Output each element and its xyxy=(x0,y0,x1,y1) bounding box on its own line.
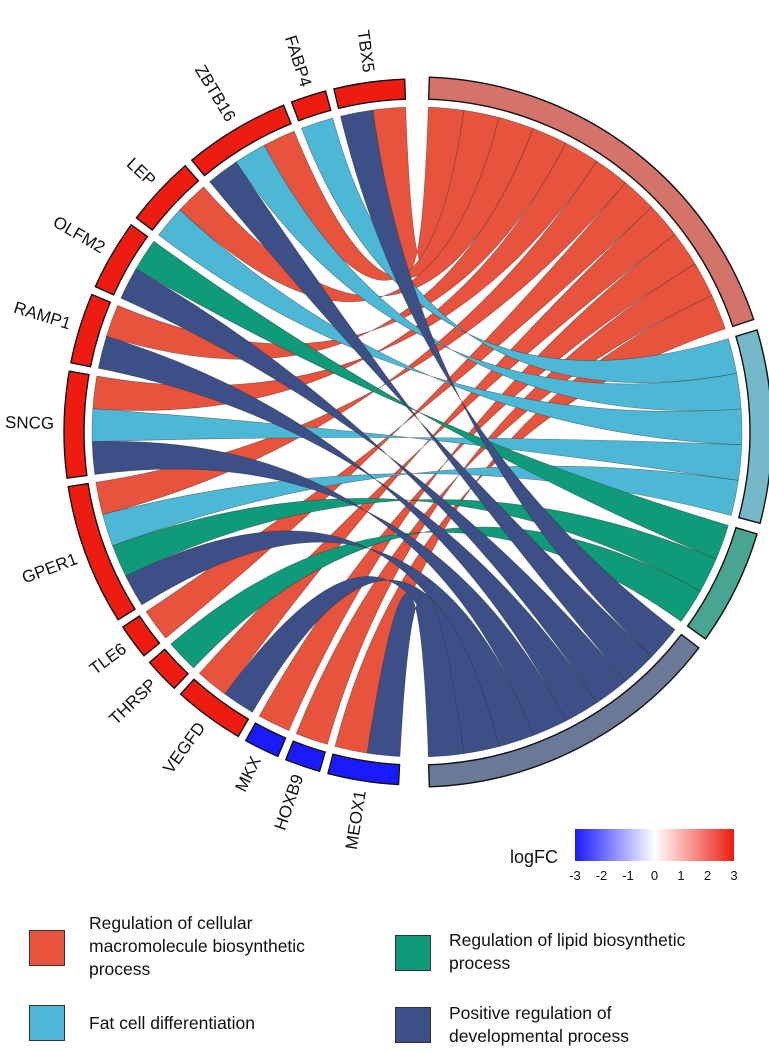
legend-label: Fat cell differentiation xyxy=(89,1013,256,1033)
ribbon-olfm2-4 xyxy=(120,268,626,704)
gene-arc-sncg xyxy=(63,370,90,479)
term-arc-layer xyxy=(427,76,769,788)
term-arc-3 xyxy=(686,526,758,640)
gene-arc-hoxb9 xyxy=(284,740,326,773)
gene-label-meox1: MEOX1 xyxy=(342,789,370,851)
term-arc-1 xyxy=(427,76,755,328)
colorbar-gradient xyxy=(575,829,734,861)
ribbon-mkx-1 xyxy=(258,233,696,732)
ribbon-olfm2-3 xyxy=(135,240,729,560)
colorbar: logFC -3 -2 -1 0 1 2 3 xyxy=(510,829,738,883)
ribbon-lep-2 xyxy=(158,209,743,446)
colorbar-ticks: -3 -2 -1 0 1 2 3 xyxy=(569,868,737,883)
gene-label-gper1: GPER1 xyxy=(19,549,80,587)
ribbon-gper1-2 xyxy=(102,465,739,547)
legend-label: Positive regulation of developmental pro… xyxy=(449,1003,629,1046)
legend-swatch xyxy=(29,930,65,966)
gene-arc-tbx5 xyxy=(333,78,407,110)
ribbon-ramp1-1 xyxy=(106,128,567,360)
chord-diagram: TBX5 FABP4 ZBTB16 LEP OLFM2 RAMP1 SNCG GPER1 TLE… xyxy=(5,29,769,883)
ribbon-gper1-3 xyxy=(112,498,717,592)
gene-label-tbx5: TBX5 xyxy=(354,29,379,74)
colorbar-tick: 2 xyxy=(704,868,711,883)
ribbon-hoxb9-1 xyxy=(295,263,713,745)
colorbar-tick: 1 xyxy=(677,868,684,883)
ribbon-layer xyxy=(91,106,743,758)
legend-label: Regulation of cellular macromolecule bio… xyxy=(89,913,305,979)
gene-arc-zbtb16 xyxy=(190,104,292,177)
gene-arc-layer xyxy=(63,78,407,786)
gene-arc-gper1 xyxy=(67,482,136,621)
ribbon-sncg-4 xyxy=(91,441,567,736)
ribbon-tle6-1 xyxy=(145,182,653,639)
gene-label-vegfd: VEGFD xyxy=(159,719,209,777)
term-arc-4 xyxy=(427,633,700,788)
ribbon-thrsp-3 xyxy=(170,526,701,669)
gene-arc-meox1 xyxy=(327,753,401,786)
legend-swatch xyxy=(395,1007,431,1043)
legend-item-fatcell: Fat cell differentiation xyxy=(29,1005,255,1041)
gene-label-olfm2: OLFM2 xyxy=(50,212,109,257)
legend-label: Regulation of lipid biosynthetic process xyxy=(449,930,686,973)
ribbon-ramp1-4 xyxy=(97,335,598,722)
colorbar-tick: -2 xyxy=(596,868,608,883)
gene-arc-lep xyxy=(135,164,200,232)
gene-label-ramp1: RAMP1 xyxy=(12,298,74,333)
gene-label-hoxb9: HOXB9 xyxy=(271,772,308,833)
ribbon-meox1-4 xyxy=(366,593,465,758)
ribbon-sncg-2 xyxy=(91,408,743,481)
gene-label-sncg: SNCG xyxy=(5,413,55,433)
gene-label-thrsp: THRSP xyxy=(105,675,160,729)
colorbar-tick: 0 xyxy=(651,868,658,883)
gene-label-fabp4: FABP4 xyxy=(281,33,315,89)
gene-arc-ramp1 xyxy=(70,293,112,368)
gene-arc-tle6 xyxy=(121,615,161,657)
legend-swatch xyxy=(29,1005,65,1041)
ribbon-zbtb16-4 xyxy=(209,161,653,682)
gene-arc-fabp4 xyxy=(290,90,332,122)
gene-arc-vegfd xyxy=(179,678,250,738)
colorbar-title: logFC xyxy=(510,847,558,867)
ribbon-gper1-4 xyxy=(125,530,534,747)
gene-arc-olfm2 xyxy=(94,223,149,296)
gene-label-lep: LEP xyxy=(123,154,159,190)
gene-arc-thrsp xyxy=(148,648,189,690)
ribbon-zbtb16-2 xyxy=(235,144,742,411)
legend-item-lipid: Regulation of lipid biosynthetic process xyxy=(395,929,685,975)
term-arc-2 xyxy=(735,329,769,525)
gene-label-tle6: TLE6 xyxy=(86,639,130,678)
ribbon-tbx5-4 xyxy=(340,109,676,658)
legend-swatch xyxy=(395,935,431,971)
colorbar-tick: -3 xyxy=(569,868,581,883)
ribbon-vegfd-1 xyxy=(198,206,676,695)
legend-item-developmental: Positive regulation of developmental pro… xyxy=(395,1002,629,1048)
legend: Regulation of cellular macromolecule bio… xyxy=(0,900,769,1052)
gene-label-mkx: MKX xyxy=(232,753,265,794)
legend-item-macromolecule: Regulation of cellular macromolecule bio… xyxy=(29,912,305,981)
gene-label-zbtb16: ZBTB16 xyxy=(191,62,239,125)
colorbar-tick: -1 xyxy=(622,868,634,883)
colorbar-tick: 3 xyxy=(730,868,737,883)
gene-arc-mkx xyxy=(244,722,287,758)
